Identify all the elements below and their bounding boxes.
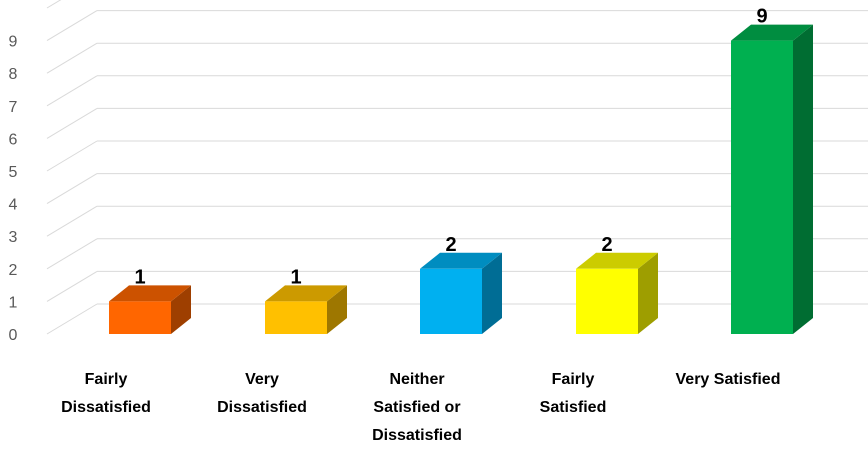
category-label: Fairly Dissatisfied (61, 371, 151, 416)
bar (731, 24, 813, 334)
y-tick-label: 5 (9, 164, 18, 181)
y-tick-label: 0 (9, 327, 18, 344)
gridline-diagonal (46, 42, 98, 74)
bar (109, 285, 191, 334)
category-label-line: Dissatisfied (61, 399, 151, 416)
y-tick-label: 8 (9, 66, 18, 83)
category-label-line: Dissatisfied (372, 427, 462, 444)
bar-front (265, 301, 327, 334)
gridline-diagonal (46, 270, 98, 302)
category-label-line: Satisfied or (373, 399, 460, 416)
gridline-diagonal (46, 0, 62, 9)
bar-top (109, 285, 191, 302)
gridline-diagonal (46, 10, 98, 42)
gridline-diagonal (46, 173, 98, 205)
bar-side (793, 24, 813, 334)
category-label-line: Very Satisfied (676, 371, 781, 388)
bar-front (576, 268, 638, 334)
gridline-diagonal (46, 75, 98, 107)
y-tick-label: 3 (9, 229, 18, 246)
category-label-line: Very (245, 371, 279, 388)
gridline-diagonal (46, 238, 98, 270)
data-label: 9 (756, 6, 767, 28)
y-tick-label: 9 (9, 34, 18, 51)
y-tick-label: 1 (9, 294, 18, 311)
bar-side (171, 285, 191, 334)
bar-front (109, 301, 171, 334)
bar (420, 252, 502, 334)
gridline-diagonal (46, 205, 98, 237)
category-label-line: Satisfied (540, 399, 607, 416)
bars (109, 24, 813, 334)
category-label-line: Fairly (552, 371, 595, 388)
y-tick-label: 6 (9, 131, 18, 148)
bar-top (576, 252, 658, 269)
category-label-line: Fairly (85, 371, 128, 388)
data-label: 1 (134, 266, 145, 288)
data-label: 2 (601, 234, 612, 256)
bar (576, 252, 658, 334)
category-label: Fairly Satisfied (540, 371, 607, 416)
gridline-diagonal (46, 303, 98, 335)
data-label: 2 (445, 234, 456, 256)
category-label: Very Dissatisfied (217, 371, 307, 416)
bar-front (420, 268, 482, 334)
data-labels: 1 1 2 2 9 (134, 6, 767, 289)
data-label: 1 (290, 266, 301, 288)
bar-side (327, 285, 347, 334)
bar-top (265, 285, 347, 302)
y-tick-label: 4 (9, 197, 18, 214)
bar-side (638, 252, 658, 334)
gridline-diagonal (46, 107, 98, 139)
y-axis-ticks: 0 1 2 3 4 5 6 7 8 9 (9, 34, 18, 344)
category-label: Neither Satisfied or Dissatisfied (372, 371, 462, 444)
y-tick-label: 2 (9, 262, 18, 279)
bar (265, 285, 347, 334)
y-tick-label: 7 (9, 99, 18, 116)
bar-front (731, 40, 793, 334)
category-label-line: Neither (389, 371, 444, 388)
category-label-line: Dissatisfied (217, 399, 307, 416)
bar-top (420, 252, 502, 269)
gridline-diagonal (46, 140, 98, 172)
bar-side (482, 252, 502, 334)
category-label: Very Satisfied (676, 371, 781, 388)
bar-top (731, 24, 813, 41)
